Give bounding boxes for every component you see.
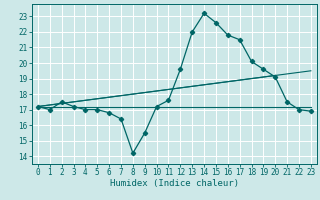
X-axis label: Humidex (Indice chaleur): Humidex (Indice chaleur): [110, 179, 239, 188]
